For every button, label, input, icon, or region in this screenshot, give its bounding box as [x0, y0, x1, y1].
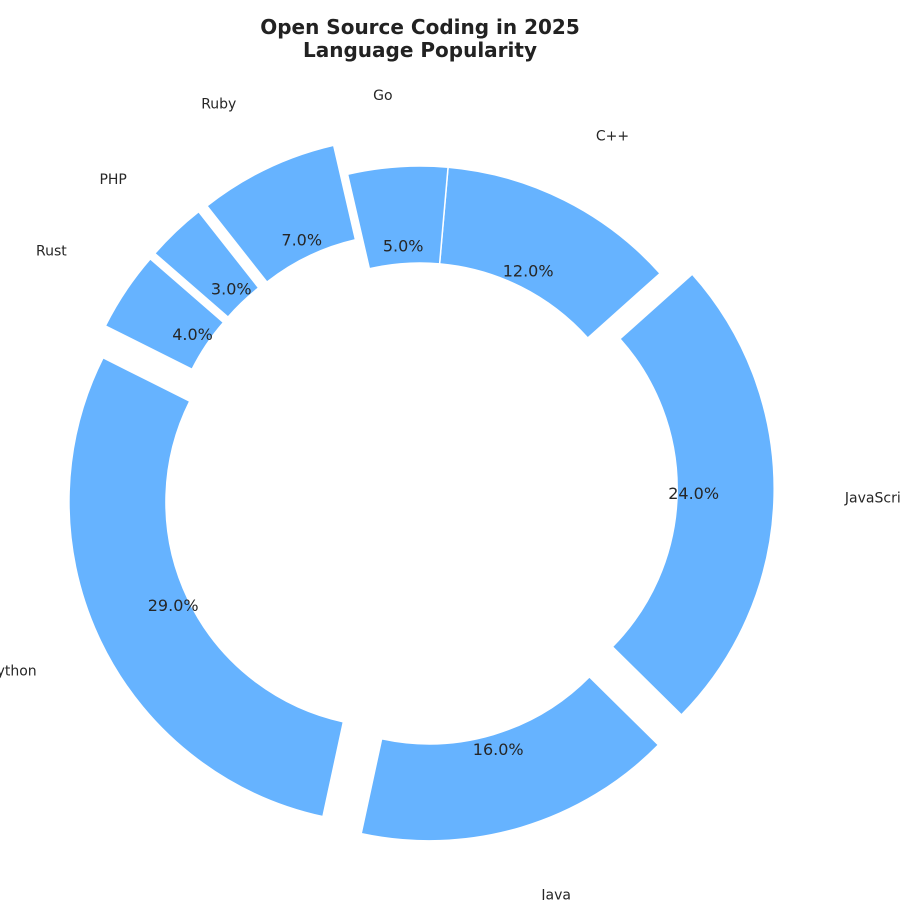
- wedge-cplusplus: [438, 166, 662, 340]
- category-label-cplusplus: C++: [596, 129, 629, 145]
- category-label-go: Go: [373, 88, 392, 104]
- percent-label-ruby: 7.0%: [281, 231, 322, 250]
- percent-label-rust: 4.0%: [172, 325, 213, 344]
- wedge-go: [346, 165, 449, 270]
- category-label-php: PHP: [99, 172, 126, 188]
- category-label-python: Python: [0, 664, 37, 680]
- percent-label-javascript: 24.0%: [668, 484, 719, 503]
- chart-title-line-1: Open Source Coding in 2025: [260, 15, 580, 39]
- chart-title-line-2: Language Popularity: [303, 38, 537, 62]
- wedge-java: [360, 675, 660, 842]
- wedge-rust: [104, 257, 225, 371]
- category-label-rust: Rust: [36, 244, 67, 260]
- wedge-php: [153, 210, 260, 319]
- percent-label-go: 5.0%: [383, 237, 424, 256]
- donut-wedges: [68, 144, 775, 842]
- category-label-ruby: Ruby: [201, 97, 236, 113]
- percent-label-python: 29.0%: [148, 596, 199, 615]
- wedge-javascript: [611, 273, 775, 716]
- wedge-python: [68, 356, 345, 818]
- percent-label-php: 3.0%: [211, 279, 252, 298]
- category-labels: C++ JavaScript Java Python Rust PHP Ruby Go: [0, 88, 900, 900]
- percent-label-cplusplus: 12.0%: [503, 262, 554, 281]
- wedge-ruby: [205, 144, 357, 284]
- category-label-javascript: JavaScript: [844, 490, 900, 506]
- percent-label-java: 16.0%: [473, 740, 524, 759]
- percentage-labels: 12.0% 24.0% 16.0% 29.0% 4.0% 3.0% 7.0% 5.0%: [148, 231, 719, 759]
- category-label-java: Java: [540, 887, 571, 900]
